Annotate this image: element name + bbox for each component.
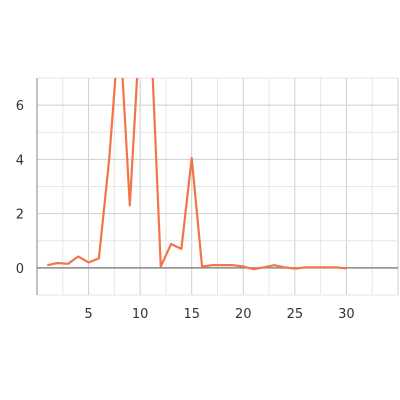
y-tick-label: 2 xyxy=(16,208,24,223)
grid xyxy=(37,77,399,296)
plot-area xyxy=(47,78,347,271)
x-tick-label: 30 xyxy=(338,307,355,322)
y-tick-label: 6 xyxy=(16,99,24,114)
series-line xyxy=(47,78,347,271)
x-tick-label: 25 xyxy=(287,307,304,322)
x-tick-label: 10 xyxy=(132,307,149,322)
y-tick-label: 0 xyxy=(16,262,24,277)
y-tick-label: 4 xyxy=(16,153,24,168)
tick-labels: 5 10 15 20 25 30 0 2 4 6 xyxy=(16,99,355,322)
x-tick-label: 20 xyxy=(235,307,252,322)
x-tick-label: 15 xyxy=(183,307,200,322)
x-tick-label: 5 xyxy=(84,307,92,322)
